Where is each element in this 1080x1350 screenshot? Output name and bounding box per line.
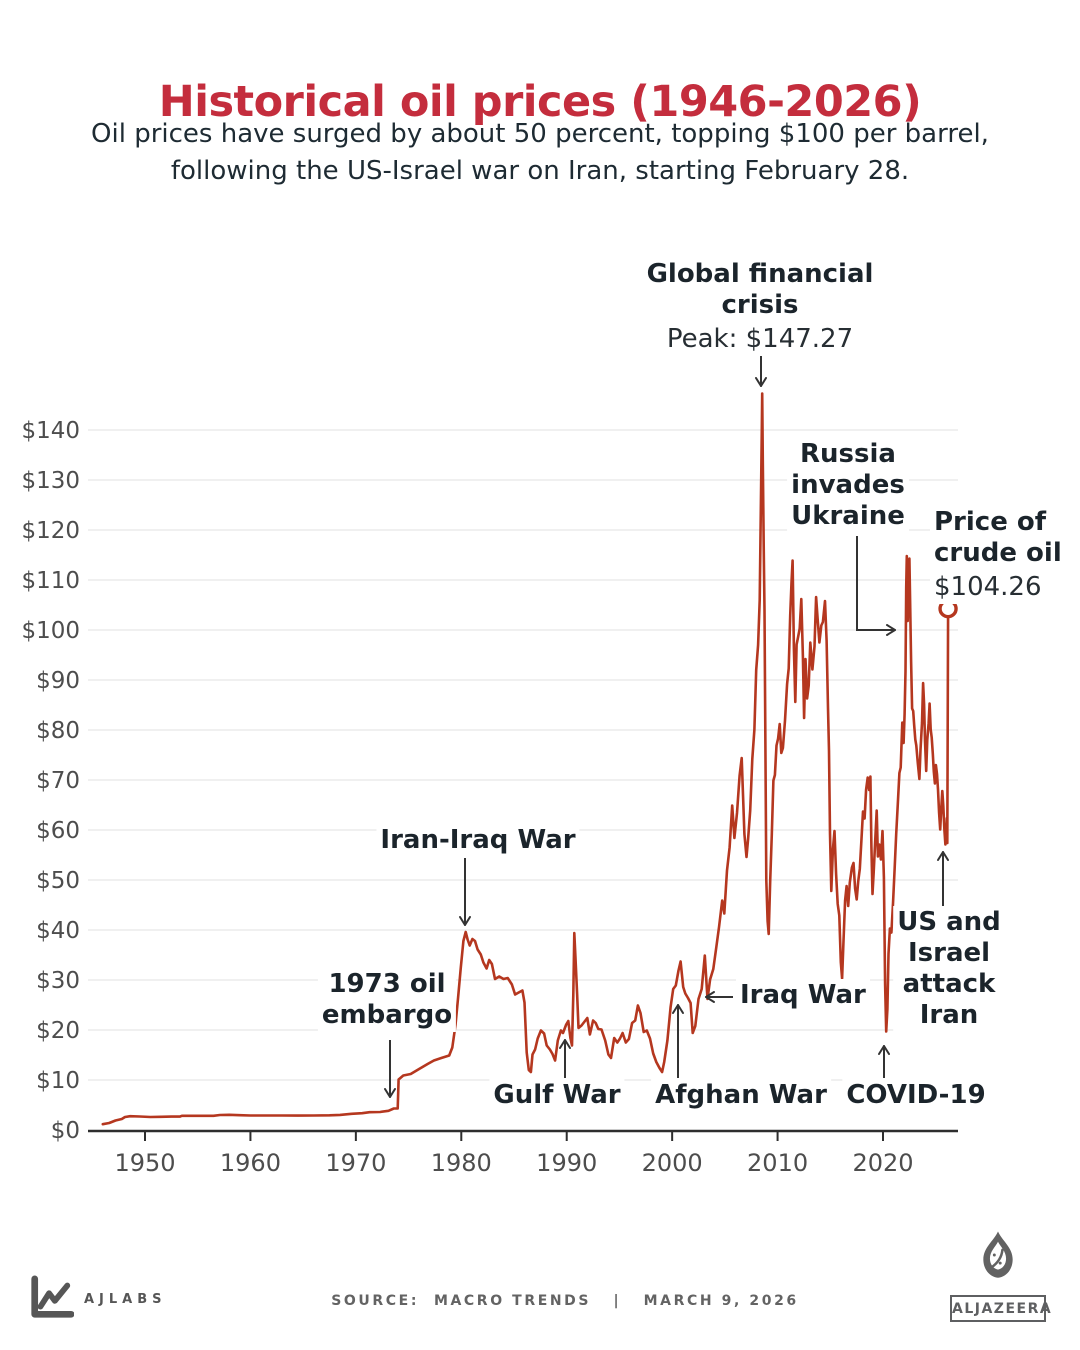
arrow-covid-19-head <box>878 1045 885 1055</box>
annotation-iraq-war-label: Iraq War <box>740 980 866 1010</box>
annotation-price-of-crude-oil-label: Price of crude oil <box>934 507 1062 568</box>
aljazeera-logo: ALJAZEERA <box>950 1223 1051 1322</box>
y-axis-label: $100 <box>21 618 80 644</box>
annotation-iran-iraq-war: Iran-Iraq War <box>376 824 580 857</box>
arrow-iran-iraq-war-head <box>464 916 471 926</box>
arrow-russia-invades-ukraine <box>856 536 895 631</box>
x-axis-label: 1980 <box>431 1149 492 1177</box>
y-axis-label: $20 <box>36 1018 80 1044</box>
aljazeera-wordmark: ALJAZEERA <box>950 1295 1051 1322</box>
annotation-covid-19-label: COVID-19 <box>846 1080 986 1110</box>
x-axis-label: 2020 <box>852 1149 913 1177</box>
annotation-global-financial-crisis-value: Peak: $147.27 <box>666 324 854 354</box>
annotation-gulf-war: Gulf War <box>489 1079 625 1112</box>
arrow-gulf-war-head <box>559 1039 566 1049</box>
y-axis-label: $130 <box>21 468 80 494</box>
x-axis-label: 1990 <box>536 1149 597 1177</box>
y-axis-label: $90 <box>36 668 80 694</box>
x-axis-label: 1960 <box>220 1149 281 1177</box>
arrow-1973-oil-embargo-head <box>384 1088 391 1098</box>
y-axis-label: $70 <box>36 768 80 794</box>
annotation-iran-iraq-war-label: Iran-Iraq War <box>380 825 576 855</box>
arrow-gulf-war-head <box>564 1039 571 1049</box>
arrow-1973-oil-embargo-head <box>389 1088 396 1098</box>
arrow-russia-invades-ukraine-head <box>886 624 896 631</box>
arrow-afghan-war-head <box>672 1004 679 1014</box>
y-axis-label: $30 <box>36 968 80 994</box>
arrow-iraq-war-head <box>705 991 715 998</box>
annotation-1973-oil-embargo-label: 1973 oil embargo <box>321 969 453 1030</box>
arrow-iraq-war-head <box>705 996 715 1003</box>
annotation-price-of-crude-oil: Price of crude oil $104.26 <box>930 506 1066 604</box>
x-axis-label: 2000 <box>642 1149 703 1177</box>
arrow-global-financial-crisis-head <box>755 377 762 387</box>
arrow-iran-iraq-war-head <box>459 916 466 926</box>
annotation-price-of-crude-oil-value: $104.26 <box>934 572 1042 602</box>
price-line <box>101 392 950 1126</box>
x-axis-label: 2010 <box>747 1149 808 1177</box>
y-axis-label: $60 <box>36 818 80 844</box>
y-axis-label: $140 <box>21 418 80 444</box>
y-axis-label: $10 <box>36 1068 80 1094</box>
arrow-us-israel-attack-iran-head <box>942 851 949 861</box>
ajlabs-label: AJLABS <box>84 1292 167 1307</box>
arrow-afghan-war-head <box>677 1004 684 1014</box>
y-axis-label: $80 <box>36 718 80 744</box>
aljazeera-flame-icon <box>983 1231 1013 1278</box>
subtitle: Oil prices have surged by about 50 perce… <box>0 116 1080 190</box>
y-axis-label: $120 <box>21 518 80 544</box>
x-axis-label: 1950 <box>114 1149 175 1177</box>
source-credit: SOURCE: MACRO TRENDS | MARCH 9, 2026 <box>331 1293 799 1309</box>
page-title: Historical oil prices (1946-2026) <box>158 76 922 127</box>
y-axis-label: $50 <box>36 868 80 894</box>
arrow-global-financial-crisis-head <box>760 377 767 387</box>
annotation-us-israel-attack-iran: US and Israel attack Iran <box>893 906 1005 1032</box>
annotation-us-israel-attack-iran-label: US and Israel attack Iran <box>897 907 1001 1030</box>
ajlabs-chart-icon <box>31 1275 74 1318</box>
y-axis-label: $0 <box>51 1118 80 1144</box>
annotation-afghan-war: Afghan War <box>651 1079 831 1112</box>
annotation-covid-19: COVID-19 <box>842 1079 990 1112</box>
annotation-1973-oil-embargo: 1973 oil embargo <box>317 968 457 1032</box>
annotation-iraq-war: Iraq War <box>736 979 870 1012</box>
subtitle-line-2: following the US-Israel war on Iran, sta… <box>170 156 910 186</box>
arrow-us-israel-attack-iran-head <box>937 851 944 861</box>
annotation-russia-invades-ukraine-label: Russia invades Ukraine <box>791 439 905 531</box>
annotation-russia-invades-ukraine: Russia invades Ukraine <box>787 438 909 533</box>
y-axis-label: $40 <box>36 918 80 944</box>
annotation-afghan-war-label: Afghan War <box>655 1080 827 1110</box>
footer: AJLABS SOURCE: MACRO TRENDS | MARCH 9, 2… <box>0 1215 1080 1335</box>
x-axis-label: 1970 <box>325 1149 386 1177</box>
annotation-gulf-war-label: Gulf War <box>493 1080 621 1110</box>
arrow-russia-invades-ukraine-head <box>886 629 896 636</box>
arrow-covid-19-head <box>883 1045 890 1055</box>
annotation-global-financial-crisis: Global financial crisis Peak: $147.27 <box>600 258 920 356</box>
subtitle-line-1: Oil prices have surged by about 50 perce… <box>91 119 989 149</box>
ajlabs-logo: AJLABS <box>28 1275 167 1321</box>
y-axis-label: $110 <box>21 568 80 594</box>
annotation-global-financial-crisis-label: Global financial crisis <box>646 259 874 320</box>
